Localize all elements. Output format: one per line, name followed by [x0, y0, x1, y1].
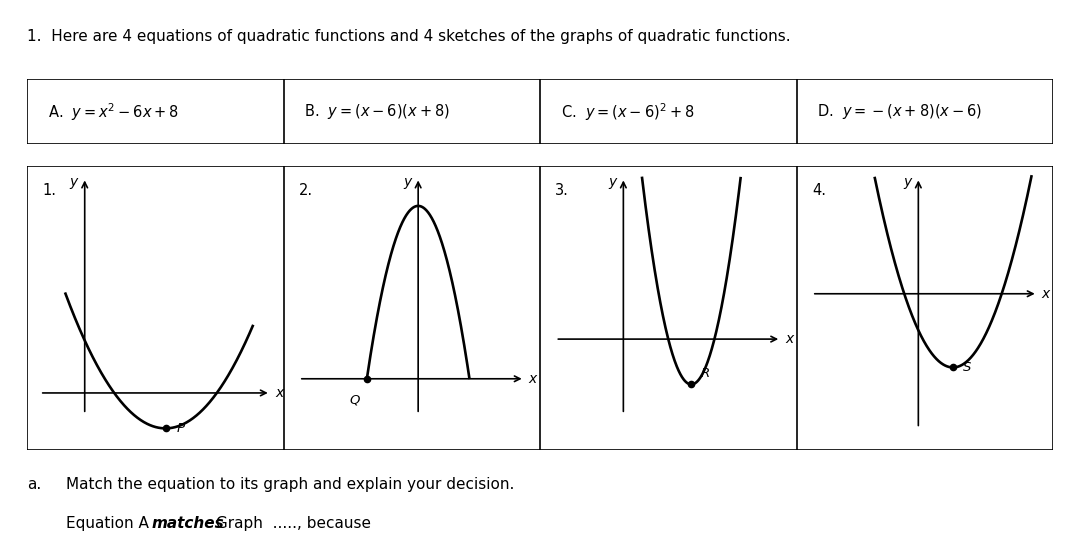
Text: Graph  ....., because: Graph ....., because [211, 516, 370, 531]
Text: $y$: $y$ [69, 176, 80, 191]
Text: $S$: $S$ [962, 361, 972, 374]
Text: $y$: $y$ [403, 176, 414, 191]
Text: matches: matches [151, 516, 224, 531]
Text: B.  $y = (x - 6)(x + 8)$: B. $y = (x - 6)(x + 8)$ [305, 102, 450, 121]
Text: D.  $y = -(x + 8)(x - 6)$: D. $y = -(x + 8)(x - 6)$ [818, 102, 982, 121]
Text: 1.  Here are 4 equations of quadratic functions and 4 sketches of the graphs of : 1. Here are 4 equations of quadratic fun… [27, 29, 791, 44]
Text: 3.: 3. [555, 183, 569, 198]
Text: Match the equation to its graph and explain your decision.: Match the equation to its graph and expl… [66, 477, 514, 492]
Text: 1.: 1. [42, 183, 56, 198]
Text: $y$: $y$ [608, 176, 619, 191]
Text: $x$: $x$ [528, 372, 539, 386]
Text: A.  $y = x^2 - 6x + 8$: A. $y = x^2 - 6x + 8$ [48, 101, 178, 123]
Text: $y$: $y$ [903, 176, 914, 191]
Text: $R$: $R$ [700, 367, 711, 380]
Text: 2.: 2. [299, 183, 313, 198]
Text: $x$: $x$ [1041, 287, 1052, 301]
Text: 4.: 4. [812, 183, 826, 198]
Text: C.  $y = (x - 6)^2 + 8$: C. $y = (x - 6)^2 + 8$ [561, 101, 694, 123]
Text: a.: a. [27, 477, 41, 492]
Text: $x$: $x$ [274, 386, 285, 400]
Text: $P$: $P$ [176, 422, 186, 435]
Text: $Q$: $Q$ [349, 393, 361, 407]
Text: $x$: $x$ [785, 332, 796, 346]
Text: Equation A: Equation A [66, 516, 153, 531]
